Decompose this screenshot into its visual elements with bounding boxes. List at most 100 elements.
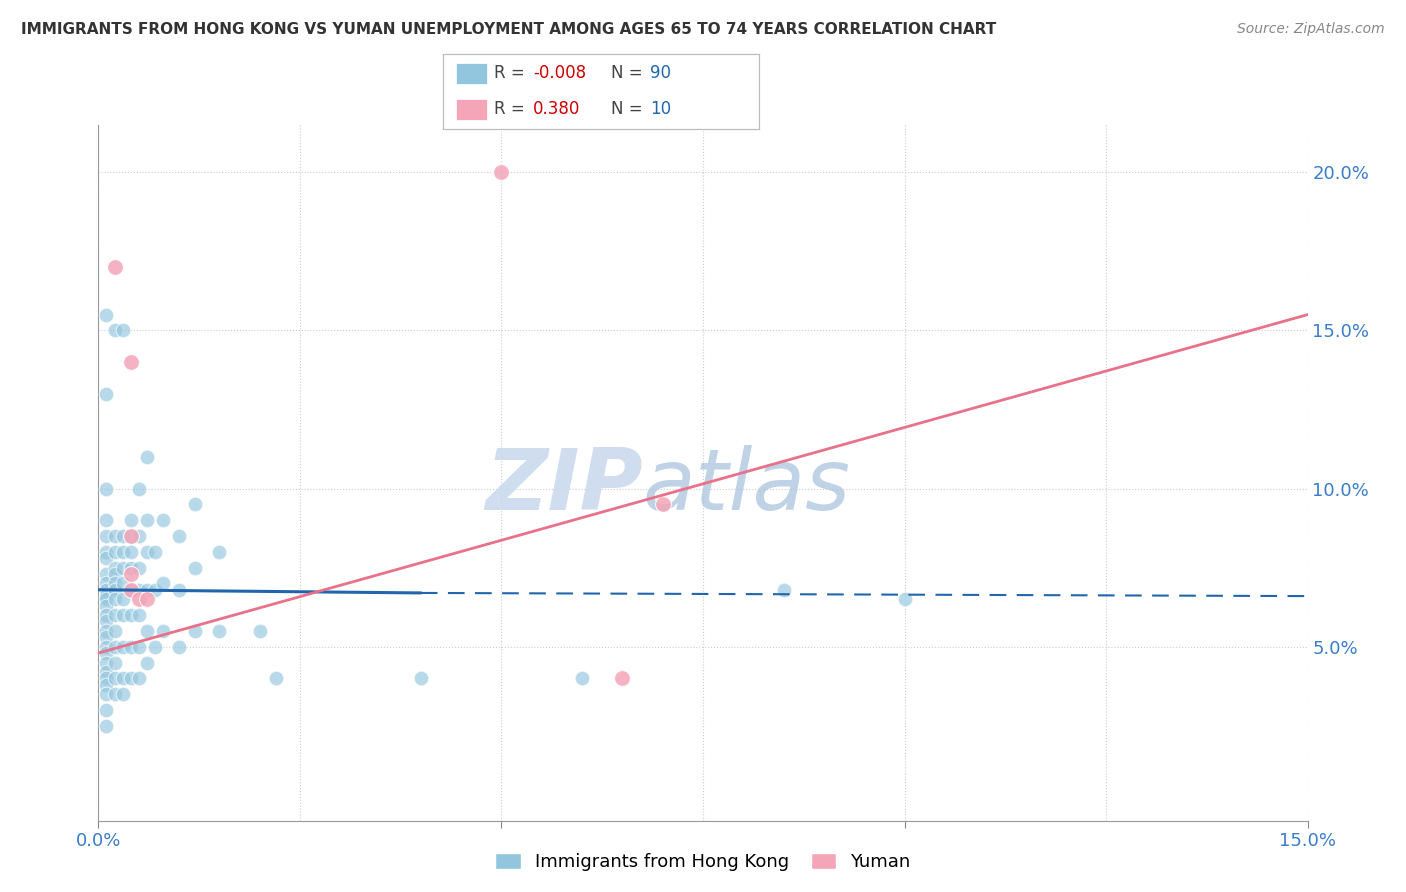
Point — [111, 576, 134, 591]
Point — [120, 529, 142, 543]
Point — [491, 165, 513, 179]
Point — [111, 592, 134, 607]
Bar — [456, 99, 486, 120]
Point — [96, 646, 118, 660]
Point — [96, 615, 118, 629]
Point — [128, 582, 150, 597]
Point — [120, 582, 142, 597]
Point — [184, 497, 207, 511]
Bar — [456, 62, 486, 84]
Text: 0.380: 0.380 — [533, 100, 581, 119]
Text: -0.008: -0.008 — [533, 64, 586, 82]
Point — [208, 624, 231, 638]
Point — [120, 640, 142, 654]
Point — [135, 450, 157, 464]
Point — [128, 592, 150, 607]
Point — [103, 687, 125, 701]
Point — [128, 482, 150, 496]
Text: R =: R = — [494, 64, 530, 82]
Point — [96, 678, 118, 692]
Point — [152, 576, 174, 591]
Point — [96, 687, 118, 701]
Point — [120, 671, 142, 685]
Point — [96, 545, 118, 559]
Point — [96, 308, 118, 322]
Point — [152, 513, 174, 527]
Point — [893, 592, 915, 607]
Point — [103, 529, 125, 543]
Point — [249, 624, 271, 638]
Point — [96, 608, 118, 623]
Point — [96, 386, 118, 401]
Point — [96, 576, 118, 591]
Point — [184, 624, 207, 638]
Point — [103, 656, 125, 670]
Point — [120, 608, 142, 623]
Point — [103, 576, 125, 591]
Point — [120, 566, 142, 581]
Point — [128, 671, 150, 685]
Point — [111, 545, 134, 559]
Text: 10: 10 — [650, 100, 671, 119]
Point — [120, 560, 142, 574]
Point — [184, 560, 207, 574]
Point — [167, 640, 190, 654]
Point — [103, 624, 125, 638]
Point — [128, 608, 150, 623]
Point — [772, 582, 794, 597]
Point — [103, 608, 125, 623]
Text: ZIP: ZIP — [485, 445, 643, 528]
Point — [103, 323, 125, 337]
Point — [111, 640, 134, 654]
Text: 90: 90 — [650, 64, 671, 82]
Point — [135, 656, 157, 670]
Point — [96, 529, 118, 543]
Point — [143, 582, 166, 597]
Point — [96, 719, 118, 733]
Point — [96, 630, 118, 644]
Point — [612, 671, 634, 685]
Point — [111, 608, 134, 623]
Point — [96, 513, 118, 527]
Point — [103, 560, 125, 574]
Point — [143, 640, 166, 654]
Point — [96, 703, 118, 717]
Point — [96, 566, 118, 581]
Point — [96, 582, 118, 597]
Point — [135, 513, 157, 527]
Point — [103, 260, 125, 275]
Text: N =: N = — [610, 100, 647, 119]
Point — [111, 529, 134, 543]
Point — [120, 545, 142, 559]
Point — [96, 551, 118, 566]
Point — [128, 560, 150, 574]
Point — [135, 582, 157, 597]
Point — [409, 671, 432, 685]
Point — [135, 624, 157, 638]
Point — [120, 513, 142, 527]
Point — [111, 560, 134, 574]
Point — [96, 671, 118, 685]
Point — [96, 624, 118, 638]
Point — [103, 671, 125, 685]
Text: Source: ZipAtlas.com: Source: ZipAtlas.com — [1237, 22, 1385, 37]
Text: R =: R = — [494, 100, 530, 119]
Point — [111, 671, 134, 685]
Legend: Immigrants from Hong Kong, Yuman: Immigrants from Hong Kong, Yuman — [488, 846, 918, 879]
Text: IMMIGRANTS FROM HONG KONG VS YUMAN UNEMPLOYMENT AMONG AGES 65 TO 74 YEARS CORREL: IMMIGRANTS FROM HONG KONG VS YUMAN UNEMP… — [21, 22, 997, 37]
Point — [571, 671, 593, 685]
Point — [128, 529, 150, 543]
Text: N =: N = — [610, 64, 647, 82]
Point — [128, 640, 150, 654]
Point — [651, 497, 673, 511]
Point — [152, 624, 174, 638]
Point — [120, 582, 142, 597]
Point — [96, 640, 118, 654]
Point — [120, 355, 142, 369]
Point — [167, 529, 190, 543]
Point — [103, 545, 125, 559]
Point — [96, 665, 118, 679]
Point — [111, 323, 134, 337]
Point — [120, 529, 142, 543]
Point — [103, 592, 125, 607]
